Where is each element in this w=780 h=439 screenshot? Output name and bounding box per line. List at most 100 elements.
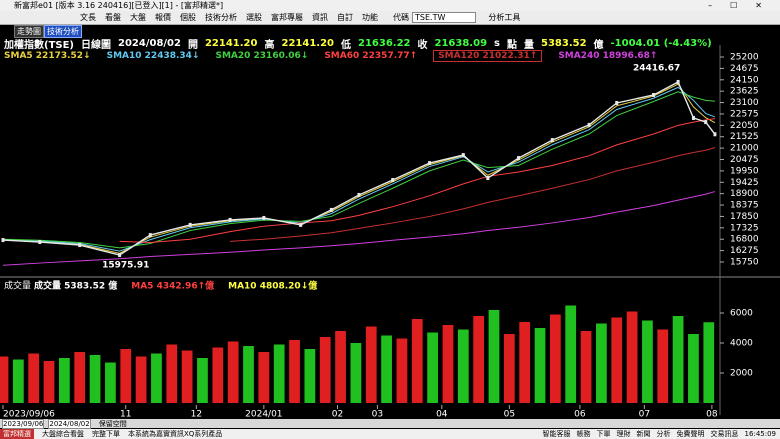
volume-bar bbox=[227, 341, 239, 403]
candle bbox=[615, 101, 619, 106]
ma-legend: SMA5 22173.52↓ SMA10 22438.34↓ SMA20 23160… bbox=[0, 49, 780, 62]
volume-bar bbox=[151, 353, 162, 403]
status-item[interactable]: 智能客服 bbox=[542, 430, 571, 438]
range-end[interactable]: 2024/08/02 bbox=[48, 418, 91, 429]
menu-item[interactable]: 技術分析 bbox=[205, 13, 237, 22]
menu-item[interactable]: 看盤 bbox=[105, 13, 121, 22]
volume-bar bbox=[519, 322, 531, 403]
menu-item[interactable]: 大盤 bbox=[130, 13, 146, 22]
volume-bar bbox=[411, 319, 423, 403]
reserve-label: 保留空間 bbox=[98, 419, 127, 428]
tools-menu[interactable]: 分析工具 bbox=[488, 13, 521, 22]
volume-bar bbox=[703, 322, 715, 403]
status-item[interactable]: 完整下單 bbox=[92, 430, 120, 438]
candle bbox=[517, 156, 521, 161]
window-controls[interactable]: –☐✕ bbox=[708, 1, 780, 10]
volume-bar bbox=[365, 326, 377, 403]
code-input[interactable]: TSE.TW bbox=[412, 12, 477, 23]
volume-bar bbox=[59, 358, 70, 403]
candle bbox=[148, 233, 152, 238]
tab[interactable]: 走勢圖 bbox=[14, 24, 44, 38]
volume-bar bbox=[473, 316, 485, 403]
status-bar: 富邦精選 大盤綜合看盤 完整下單 本系統為嘉實資訊XQ系列產品 智能客服 帳務 下單 理財 新聞… bbox=[0, 429, 780, 439]
status-item[interactable]: 交易訊息 bbox=[710, 430, 739, 438]
status-item[interactable]: 本系統為嘉實資訊XQ系列產品 bbox=[128, 430, 223, 438]
info-row: 加權指數(TSE) 日線圖 2024/08/02 開 22141.20 高 22141.20… bbox=[0, 37, 780, 51]
volume-bar bbox=[28, 353, 40, 403]
menu-item[interactable]: 自訂 bbox=[337, 13, 353, 22]
panel-title: 成交量 bbox=[4, 280, 31, 292]
y-tick-label: 18375 bbox=[730, 201, 759, 211]
x-tick-label: 02 bbox=[332, 410, 343, 420]
status-item[interactable]: 免費聲明 bbox=[676, 430, 705, 438]
status-item[interactable]: 富邦精選 bbox=[0, 429, 34, 439]
candle bbox=[391, 177, 395, 182]
volume-bar bbox=[12, 359, 24, 403]
volume-bar bbox=[427, 332, 438, 403]
menu-item[interactable]: 富邦專屬 bbox=[271, 13, 303, 22]
legend-item: SMA10 22438.34↓ bbox=[106, 50, 200, 61]
y-tick-label: 24150 bbox=[730, 75, 759, 85]
menu-item[interactable]: 報價 bbox=[155, 13, 171, 22]
candle bbox=[228, 217, 232, 222]
status-item[interactable]: 新聞 bbox=[636, 430, 651, 438]
candle bbox=[299, 222, 303, 227]
status-item[interactable]: 分析 bbox=[656, 430, 671, 438]
info-item: 日線圖 bbox=[81, 39, 111, 51]
legend-item: SMA20 23160.06↓ bbox=[215, 50, 309, 61]
volume-bar bbox=[258, 352, 270, 403]
range-start[interactable]: 2023/09/06 bbox=[2, 418, 45, 429]
y-tick-label: 17325 bbox=[730, 223, 759, 233]
volume-bar bbox=[580, 331, 592, 403]
y-tick-label: 16275 bbox=[730, 246, 759, 256]
candle bbox=[461, 153, 465, 158]
volume-bar bbox=[503, 334, 515, 403]
close-line bbox=[2, 80, 716, 256]
volume-bar bbox=[120, 349, 132, 403]
candle bbox=[357, 192, 361, 197]
menu-item[interactable]: 文長 bbox=[80, 13, 96, 22]
volume-bar bbox=[442, 325, 454, 403]
menu-item[interactable]: 資訊 bbox=[312, 13, 328, 22]
ma-line bbox=[2, 91, 715, 249]
status-item[interactable]: 下單 bbox=[596, 430, 611, 438]
volume-bar bbox=[335, 331, 346, 403]
x-tick-label: 12 bbox=[191, 410, 202, 420]
ma-line bbox=[230, 147, 716, 242]
x-tick-label: 08 bbox=[706, 410, 718, 420]
candle bbox=[550, 138, 554, 143]
volume-bar bbox=[289, 340, 300, 403]
y-tick-label: 2000 bbox=[730, 369, 753, 379]
menu-item[interactable]: 功能 bbox=[362, 13, 378, 22]
ma-line bbox=[2, 191, 716, 266]
status-item[interactable]: 理財 bbox=[616, 430, 631, 438]
menu-item[interactable]: 選股 bbox=[246, 13, 262, 22]
ma-line bbox=[2, 83, 716, 254]
candle bbox=[704, 120, 708, 125]
volume-bar bbox=[549, 314, 561, 403]
y-tick-label: 17850 bbox=[730, 212, 759, 222]
volume-bar bbox=[488, 310, 500, 403]
tab[interactable]: 技術分析 bbox=[44, 24, 82, 38]
y-tick-label: 24675 bbox=[730, 64, 759, 74]
x-tick-label: 06 bbox=[574, 410, 586, 420]
volume-bar bbox=[0, 356, 9, 403]
y-tick-label: 19950 bbox=[730, 166, 759, 176]
status-item[interactable]: 帳務 bbox=[576, 430, 591, 438]
menu-item[interactable]: 個股 bbox=[180, 13, 196, 22]
candle bbox=[713, 132, 717, 137]
candle bbox=[262, 215, 266, 220]
info-item: -1004.01 (-4.43%) bbox=[610, 37, 712, 49]
volume-bar bbox=[304, 349, 316, 403]
candle bbox=[652, 92, 656, 97]
y-tick-label: 21525 bbox=[730, 132, 759, 142]
status-item[interactable]: 大盤綜合看盤 bbox=[42, 430, 84, 438]
info-item: 22141.20 bbox=[281, 37, 334, 49]
candle bbox=[118, 253, 122, 258]
legend-item: SMA60 22357.77↑ bbox=[324, 50, 418, 61]
volume-legend: 成交量 5383.52 億 bbox=[34, 280, 117, 292]
volume-bar bbox=[642, 320, 653, 403]
title-bar: 新富邦e01 [版本 3.16 240416][已登入][1] - [富邦精選*… bbox=[0, 0, 780, 11]
volume-bar bbox=[626, 311, 638, 403]
